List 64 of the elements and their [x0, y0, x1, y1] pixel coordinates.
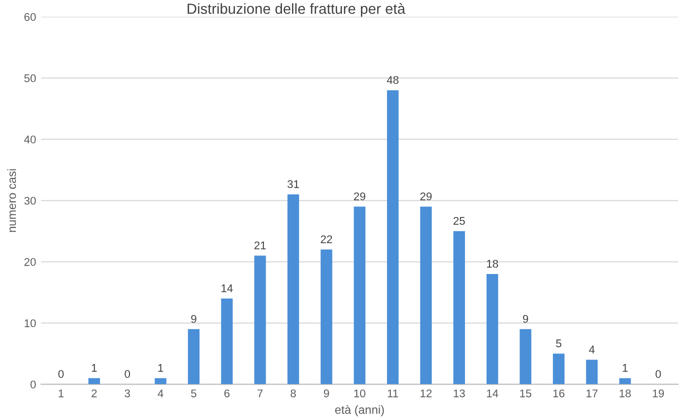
- bar: [619, 378, 631, 384]
- x-tick-label: 4: [158, 390, 164, 398]
- bar: [486, 274, 498, 384]
- x-tick-label: 10: [354, 389, 366, 398]
- bar: [387, 90, 399, 384]
- x-tick-label: 11: [388, 390, 398, 398]
- data-label: 31: [288, 180, 299, 188]
- data-label: 29: [354, 192, 366, 200]
- x-axis-title: età (anni): [335, 405, 384, 416]
- x-tick-label: 2: [92, 389, 97, 398]
- x-tick-label: 5: [191, 390, 196, 398]
- data-label: 1: [158, 364, 164, 372]
- data-label: 48: [386, 76, 398, 84]
- bar: [254, 256, 266, 384]
- bar: [188, 329, 200, 384]
- bar: [287, 194, 300, 384]
- data-label: 9: [522, 314, 528, 323]
- data-label: 1: [92, 364, 97, 372]
- x-tick-label: 6: [224, 389, 230, 398]
- x-tick-label: 1: [58, 390, 64, 398]
- data-label: 4: [589, 346, 595, 354]
- bar: [586, 360, 598, 384]
- data-label: 0: [656, 370, 661, 378]
- data-label: 14: [222, 284, 233, 292]
- data-label: 21: [254, 241, 266, 250]
- y-tick-label: 50: [24, 74, 36, 82]
- x-tick-label: 7: [258, 390, 263, 398]
- y-tick-label: 40: [24, 136, 36, 144]
- data-label: 1: [622, 364, 628, 372]
- x-tick-label: 3: [124, 389, 130, 398]
- y-tick-label: 20: [24, 258, 36, 266]
- data-label: 22: [320, 235, 332, 244]
- y-tick-label: 60: [24, 13, 36, 21]
- bar: [453, 231, 465, 384]
- bar: [88, 378, 100, 384]
- x-tick-label: 17: [586, 390, 598, 398]
- x-tick-label: 13: [454, 389, 465, 398]
- y-tick-label: 30: [24, 196, 36, 205]
- bar: [320, 250, 332, 384]
- data-label: 25: [454, 216, 465, 225]
- x-tick-label: 12: [420, 389, 432, 398]
- bar: [154, 378, 166, 384]
- data-label: 18: [487, 260, 498, 268]
- data-label: 29: [420, 192, 432, 200]
- x-tick-label: 19: [652, 389, 664, 398]
- x-tick-label: 14: [487, 390, 498, 398]
- y-tick-label: 0: [30, 380, 36, 388]
- y-tick-label: 10: [24, 319, 36, 328]
- x-tick-label: 9: [324, 389, 330, 398]
- data-label: 0: [124, 370, 130, 378]
- chart-title: Distribuzione delle fratture per età: [188, 3, 406, 17]
- bar: [221, 298, 233, 384]
- data-label: 5: [556, 340, 562, 348]
- bar: [420, 206, 432, 384]
- y-axis-title: numero casi: [7, 169, 16, 232]
- x-tick-label: 18: [620, 389, 631, 398]
- x-tick-label: 15: [520, 390, 532, 398]
- x-tick-label: 8: [290, 389, 296, 398]
- data-label: 9: [191, 314, 196, 323]
- bar: [520, 329, 532, 384]
- x-tick-label: 16: [553, 389, 564, 398]
- bar: [552, 354, 565, 384]
- bar: [354, 206, 366, 384]
- data-label: 0: [58, 370, 64, 378]
